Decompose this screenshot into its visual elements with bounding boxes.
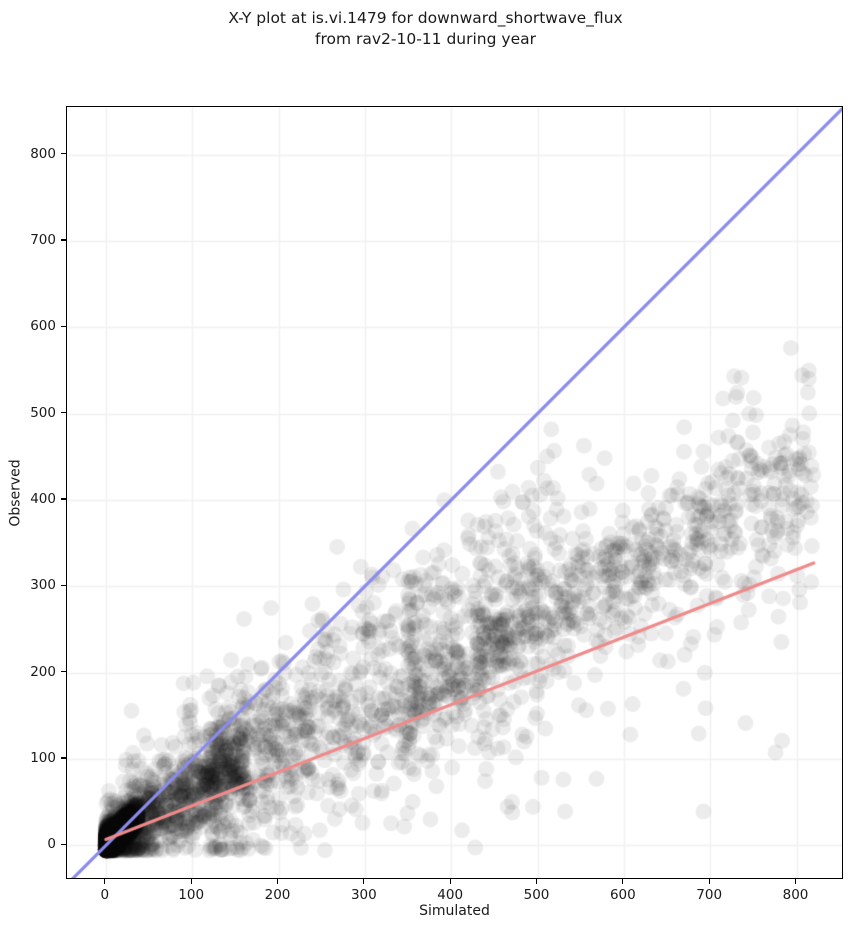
x-tick-label: 700: [696, 887, 723, 903]
x-tick-label: 400: [437, 887, 464, 903]
x-tick-mark: [276, 879, 279, 884]
x-tick-label: 300: [350, 887, 377, 903]
x-tick-label: 500: [523, 887, 550, 903]
y-tick-mark: [61, 757, 66, 759]
x-tick-label: 200: [264, 887, 291, 903]
plot-area: [66, 106, 843, 879]
y-tick-label: 100: [30, 750, 56, 767]
y-axis-label: Observed: [8, 458, 25, 527]
x-axis-label: Simulated: [419, 903, 490, 919]
x-tick-mark: [622, 879, 624, 884]
y-tick-label: 200: [30, 663, 56, 680]
x-tick-label: 100: [178, 887, 205, 903]
y-tick-label: 400: [30, 490, 56, 507]
y-tick-mark: [61, 411, 66, 414]
y-tick-label: 700: [30, 231, 56, 248]
y-tick-mark: [61, 671, 66, 673]
y-tick-label: 0: [47, 836, 56, 853]
x-tick-mark: [535, 879, 538, 884]
y-tick-mark: [61, 239, 66, 241]
y-tick-label: 600: [30, 318, 56, 335]
x-tick-mark: [190, 879, 192, 884]
x-tick-mark: [363, 879, 365, 884]
x-tick-mark: [794, 879, 797, 884]
page-title: X-Y plot at is.vi.1479 for downward_shor…: [228, 9, 623, 48]
y-tick-mark: [61, 152, 66, 155]
scatter-plot-canvas: [67, 107, 842, 878]
y-tick-mark: [61, 498, 66, 500]
x-tick-mark: [104, 879, 106, 884]
y-tick-label: 300: [30, 577, 56, 594]
x-tick-label: 600: [609, 887, 636, 903]
x-tick-label: 800: [782, 887, 809, 903]
y-tick-label: 800: [30, 145, 56, 162]
y-tick-mark: [61, 843, 66, 846]
y-tick-mark: [61, 325, 66, 327]
y-tick-label: 500: [30, 404, 56, 421]
x-tick-label: 0: [100, 887, 110, 903]
x-tick-mark: [708, 879, 710, 884]
x-tick-mark: [449, 879, 451, 884]
y-axis-label-wrapper: Observed: [6, 106, 26, 879]
y-tick-mark: [61, 584, 66, 586]
